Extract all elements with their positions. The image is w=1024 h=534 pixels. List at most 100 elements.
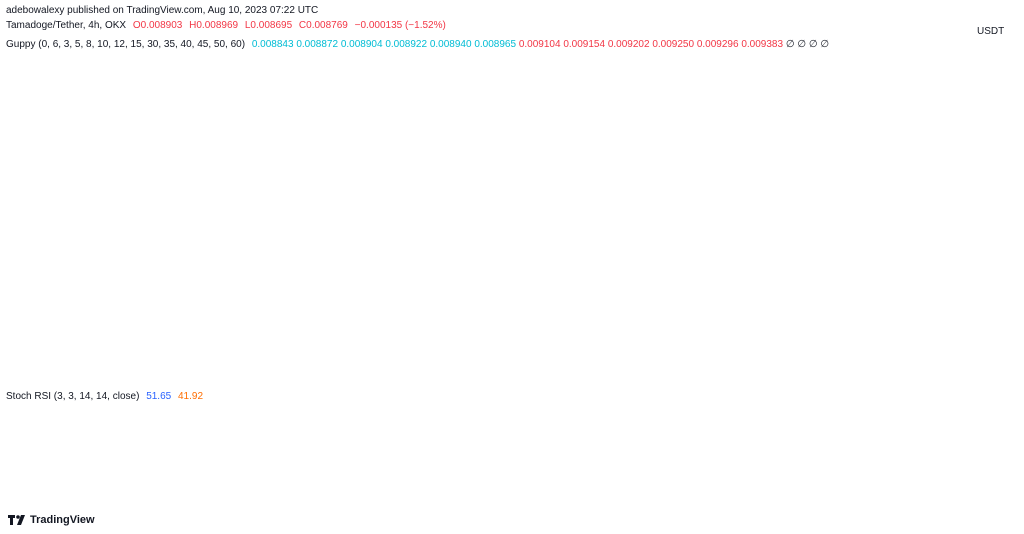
candle-body bbox=[720, 297, 726, 305]
candle-body bbox=[57, 123, 62, 126]
candle-body bbox=[863, 308, 868, 325]
candle-body bbox=[274, 144, 279, 148]
support-trendline bbox=[621, 249, 761, 353]
ema-price-badge-label: 0.009202 bbox=[973, 250, 1011, 260]
fib-level-label: 0.5(0.009431) bbox=[545, 217, 598, 227]
candle-body bbox=[131, 106, 137, 123]
candle-body bbox=[857, 300, 862, 309]
fib-zone bbox=[602, 285, 918, 334]
countdown-label: 37:39 bbox=[973, 321, 996, 331]
candle-body bbox=[832, 296, 837, 299]
time-tick-label: 3 bbox=[438, 494, 443, 504]
candle-body bbox=[404, 180, 410, 197]
current-price-badge-label: 0.008769 bbox=[973, 311, 1011, 321]
candle-body bbox=[658, 307, 664, 312]
price-tick-label: 0.010200 bbox=[975, 109, 1013, 119]
candle-body bbox=[82, 98, 87, 114]
guppy-value: 0.008965 bbox=[474, 39, 519, 50]
ema-price-badge-label: 0.009250 bbox=[973, 243, 1011, 253]
stoch-rsi-legend: Stoch RSI (3, 3, 14, 14, close) 51.65 41… bbox=[6, 391, 203, 403]
candle-body bbox=[819, 304, 825, 306]
fib-zone bbox=[602, 196, 918, 223]
ema-price-badge-label: 0.008904 bbox=[973, 292, 1011, 302]
candle-body bbox=[286, 133, 292, 150]
stoch-rsi-value-badge bbox=[969, 434, 1001, 447]
candle-body bbox=[32, 104, 38, 112]
guppy-fast-ema bbox=[0, 69, 865, 301]
candle-body bbox=[168, 109, 174, 117]
ema-price-badge bbox=[969, 223, 1019, 235]
candle-body bbox=[106, 104, 112, 115]
candle-body bbox=[175, 116, 180, 141]
price-chart[interactable]: 0(0.010219) 0.236(0.009847) 0.382(0.009617… bbox=[0, 0, 1024, 510]
candle-body bbox=[664, 302, 670, 312]
currency-label[interactable]: USDT bbox=[977, 26, 1005, 37]
ema-price-badge bbox=[969, 249, 1019, 261]
ema-price-badge-label: 0.008922 bbox=[973, 289, 1011, 299]
candle-body bbox=[230, 126, 236, 142]
candle-body bbox=[553, 247, 558, 265]
candle-body bbox=[88, 106, 93, 114]
candle-body bbox=[609, 300, 614, 323]
candle-body bbox=[770, 309, 775, 311]
time-tick-label: 9 bbox=[792, 494, 797, 504]
candle-body bbox=[311, 124, 317, 140]
candle-body bbox=[565, 255, 571, 272]
ema-price-badge-label: 0.008940 bbox=[973, 287, 1011, 297]
candle-body bbox=[435, 180, 441, 202]
tradingview-brand: TradingView bbox=[30, 514, 95, 526]
candle-body bbox=[677, 299, 682, 320]
fib-level-label: 1(0.008643) bbox=[552, 329, 598, 339]
time-tick-label: 31 bbox=[259, 494, 269, 504]
time-tick-label: 8 bbox=[733, 494, 738, 504]
ema-price-badge bbox=[969, 282, 1019, 294]
ema-price-badge bbox=[969, 299, 1019, 311]
tradingview-logo[interactable]: TradingView bbox=[8, 514, 95, 526]
candle-body bbox=[63, 122, 69, 124]
ohlc-low: L0.008695 bbox=[244, 20, 293, 31]
ohlc-high: H0.008969 bbox=[189, 20, 239, 31]
candle-body bbox=[578, 256, 583, 265]
stoch-rsi-d-value: 41.92 bbox=[178, 391, 204, 402]
candle-body bbox=[460, 197, 465, 214]
candle-body bbox=[330, 146, 335, 148]
candle-body bbox=[13, 106, 19, 115]
time-tick-label: 10 bbox=[849, 494, 859, 504]
candle-body bbox=[454, 191, 459, 198]
candle-body bbox=[466, 213, 472, 227]
time-tick-label: 7 bbox=[674, 494, 679, 504]
candle-body bbox=[237, 121, 242, 127]
stoch-rsi-band bbox=[0, 415, 968, 469]
candle-body bbox=[547, 247, 552, 265]
ohlc-change: −0.000135 (−1.52%) bbox=[354, 20, 446, 31]
guppy-slow-ema bbox=[0, 27, 865, 234]
candle-body bbox=[571, 255, 577, 265]
guppy-label: Guppy (0, 6, 3, 5, 8, 10, 12, 15, 30, 35… bbox=[6, 39, 246, 50]
candle-body bbox=[243, 121, 248, 146]
stoch-rsi-k-line bbox=[0, 408, 869, 476]
candle-body bbox=[181, 134, 186, 141]
candle-body bbox=[38, 104, 44, 119]
down-arrow-icon bbox=[756, 246, 764, 252]
symbol-title: Tamadoge/Tether, 4h, OKX bbox=[6, 20, 127, 31]
candle-body bbox=[844, 298, 850, 314]
fib-zone bbox=[602, 163, 918, 197]
guppy-fast-ema bbox=[0, 76, 865, 316]
ema-price-badge bbox=[969, 255, 1019, 267]
ema-price-badge-label: 0.009296 bbox=[973, 236, 1011, 246]
price-tick-label: 0.009800 bbox=[975, 165, 1013, 175]
candle-body bbox=[162, 109, 168, 131]
candle-body bbox=[702, 296, 707, 312]
guppy-value: 0.008872 bbox=[296, 39, 341, 50]
candle-body bbox=[361, 158, 366, 163]
ema-price-badge bbox=[969, 286, 1019, 298]
guppy-value: ∅ bbox=[808, 39, 821, 50]
guppy-value: 0.009202 bbox=[607, 39, 653, 50]
candle-body bbox=[249, 123, 255, 146]
candle-body bbox=[305, 121, 310, 125]
candle-body bbox=[627, 297, 633, 299]
time-tick-label: 2 bbox=[379, 494, 384, 504]
candle-body bbox=[478, 224, 484, 226]
guppy-value: 0.009296 bbox=[696, 39, 742, 50]
guppy-fast-ema bbox=[0, 72, 865, 309]
